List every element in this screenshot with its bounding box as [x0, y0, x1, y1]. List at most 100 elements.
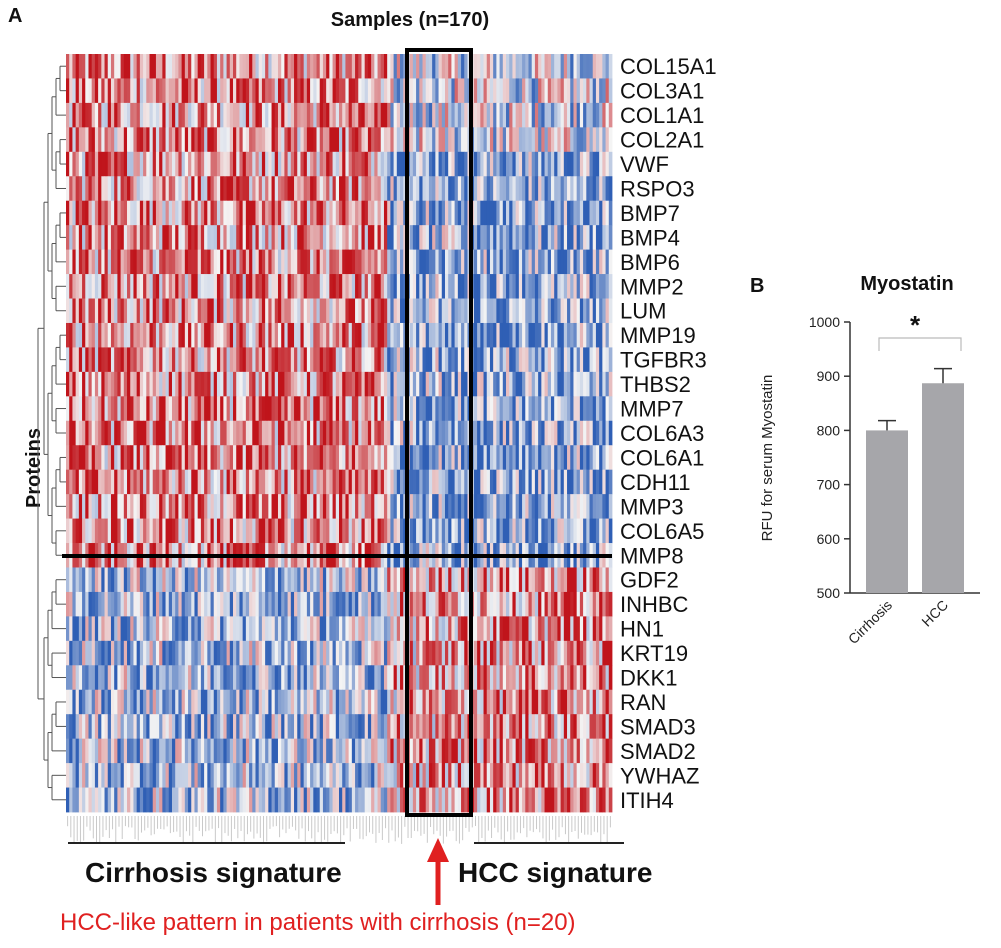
heatmap-cell	[595, 249, 600, 275]
heatmap-cell	[435, 200, 439, 226]
heatmap-cell	[592, 665, 597, 691]
heatmap-cell	[534, 567, 539, 593]
heatmap-cell	[383, 102, 388, 128]
heatmap-cell	[544, 225, 549, 251]
heatmap-cell	[579, 176, 584, 202]
heatmap-cell	[130, 494, 134, 519]
heatmap-cell	[374, 371, 378, 397]
heatmap-cell	[544, 78, 549, 104]
heatmap-cell	[139, 322, 144, 348]
heatmap-cell	[602, 665, 606, 691]
heatmap-cell	[268, 591, 272, 617]
heatmap-cell	[306, 616, 311, 642]
heatmap-cell	[104, 151, 109, 177]
heatmap-cell	[123, 78, 128, 104]
heatmap-cell	[239, 176, 244, 202]
heatmap-cell	[223, 102, 227, 128]
heatmap-cell	[435, 665, 439, 691]
heatmap-cell	[364, 396, 369, 422]
heatmap-cell	[226, 738, 231, 764]
heatmap-cell	[608, 714, 613, 740]
heatmap-cell	[570, 54, 574, 79]
heatmap-cell	[82, 274, 86, 299]
heatmap-cell	[319, 371, 324, 397]
heatmap-cell	[143, 322, 147, 348]
heatmap-cell	[143, 200, 147, 226]
heatmap-cell	[133, 298, 138, 324]
heatmap-cell	[168, 102, 173, 128]
heatmap-cell	[155, 371, 160, 397]
heatmap-cell	[255, 518, 260, 544]
heatmap-cell	[586, 78, 590, 104]
heatmap-cell	[88, 102, 93, 128]
heatmap-cell	[550, 445, 555, 471]
heatmap-cell	[425, 371, 430, 397]
heatmap-cell	[168, 151, 173, 177]
heatmap-cell	[245, 567, 250, 593]
heatmap-cell	[181, 396, 186, 422]
heatmap-cell	[599, 371, 603, 397]
heatmap-cell	[78, 469, 83, 495]
heatmap-cell	[82, 151, 86, 177]
heatmap-cell	[422, 127, 427, 153]
heatmap-cell	[255, 371, 260, 397]
heatmap-cell	[348, 445, 353, 471]
heatmap-cell	[377, 640, 382, 666]
heatmap-cell	[297, 102, 301, 128]
heatmap-cell	[550, 591, 555, 617]
heatmap-cell	[319, 127, 324, 153]
heatmap-cell	[191, 689, 195, 715]
heatmap-cell	[550, 249, 555, 275]
heatmap-cell	[351, 518, 356, 544]
heatmap-cell	[242, 176, 247, 202]
heatmap-cell	[69, 200, 73, 226]
heatmap-cell	[441, 518, 446, 544]
heatmap-cell	[425, 322, 430, 348]
heatmap-cell	[210, 591, 215, 617]
heatmap-cell	[583, 567, 587, 593]
heatmap-cell	[496, 445, 500, 471]
heatmap-cell	[223, 274, 227, 299]
heatmap-cell	[223, 518, 227, 544]
heatmap-cell	[387, 396, 391, 422]
heatmap-cell	[194, 494, 199, 519]
heatmap-cell	[165, 274, 170, 299]
heatmap-cell	[390, 371, 394, 397]
heatmap-cell	[101, 102, 105, 128]
heatmap-cell	[480, 176, 484, 202]
heatmap-cell	[522, 714, 526, 740]
heatmap-cell	[595, 518, 600, 544]
heatmap-cell	[188, 469, 192, 495]
heatmap-cell	[294, 151, 298, 177]
heatmap-cell	[110, 102, 115, 128]
heatmap-cell	[130, 396, 134, 422]
heatmap-cell	[412, 567, 417, 593]
heatmap-cell	[425, 274, 430, 299]
heatmap-cell	[416, 274, 420, 299]
heatmap-cell	[374, 445, 378, 471]
heatmap-cell	[143, 371, 147, 397]
heatmap-cell	[216, 640, 221, 666]
heatmap-cell	[94, 616, 99, 642]
heatmap-cell	[525, 298, 529, 324]
heatmap-cell	[499, 469, 504, 495]
heatmap-cell	[586, 616, 590, 642]
heatmap-cell	[82, 200, 86, 226]
heatmap-cell	[143, 714, 147, 740]
heatmap-cell	[271, 225, 276, 251]
heatmap-cell	[277, 738, 282, 764]
heatmap-cell	[345, 714, 350, 740]
heatmap-cell	[557, 54, 562, 79]
heatmap-cell	[361, 567, 366, 593]
heatmap-cell	[477, 640, 481, 666]
heatmap-cell	[66, 127, 70, 153]
heatmap-cell	[477, 714, 481, 740]
heatmap-cell	[98, 665, 102, 691]
heatmap-cell	[82, 445, 86, 471]
heatmap-cell	[441, 322, 446, 348]
heatmap-cell	[451, 249, 456, 275]
heatmap-cell	[88, 420, 93, 446]
heatmap-cell	[444, 151, 449, 177]
heatmap-cell	[184, 274, 189, 299]
heatmap-cell	[531, 371, 536, 397]
